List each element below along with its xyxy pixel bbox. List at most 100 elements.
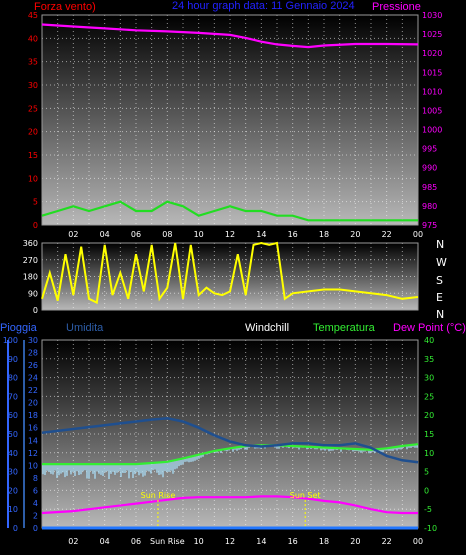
x-tick-label: 00 (413, 537, 423, 546)
x-tick-label: 06 (131, 537, 141, 546)
temperature-tick-label: 5 (424, 468, 429, 477)
temperature-tick-label: 40 (424, 336, 434, 345)
wind-axis-label: Forza vento) (34, 1, 96, 13)
wind-tick-label: 20 (28, 128, 38, 137)
plot-border (41, 242, 419, 311)
direction-tick-label: 270 (23, 256, 38, 265)
compass-label: N (436, 238, 444, 251)
rain-tick-label: 50 (8, 430, 18, 439)
x-tick-label: 06 (131, 230, 141, 239)
humidity-tick-label: 2 (33, 511, 38, 520)
pressure-tick-label: 1010 (422, 87, 442, 96)
wind-tick-label: 5 (33, 198, 38, 207)
pressure-tick-label: 1005 (422, 106, 442, 115)
x-tick-label: 12 (225, 537, 235, 546)
pressure-tick-label: 1025 (422, 30, 442, 39)
chart-title: 24 hour graph data: 11 Gennaio 2024 (172, 0, 355, 12)
wind-tick-label: 10 (28, 174, 38, 183)
humidity-line (41, 417, 419, 464)
rain-tick-label: 40 (8, 449, 18, 458)
temperature-tick-label: 15 (424, 430, 434, 439)
humidity-tick-label: 14 (28, 436, 38, 445)
wind-tick-label: 45 (28, 11, 38, 20)
pressure-line (41, 23, 419, 49)
x-tick-label: 16 (288, 537, 298, 546)
direction-tick-label: 90 (28, 289, 38, 298)
humidity-tick-label: 10 (28, 461, 38, 470)
humidity-tick-label: 22 (28, 386, 38, 395)
humidity-tick-label: 30 (28, 336, 38, 345)
x-tick-label: 12 (225, 230, 235, 239)
rain-tick-label: 30 (8, 468, 18, 477)
x-tick-label: 04 (100, 537, 110, 546)
rain-tick-label: 60 (8, 411, 18, 420)
x-tick-label: 16 (288, 230, 298, 239)
temperature-tick-label: 35 (424, 355, 434, 364)
sunrise-label: Sun Rise (141, 491, 176, 500)
temperature-tick-label: 0 (424, 486, 429, 495)
humidity-tick-label: 8 (33, 474, 38, 483)
humidity-tick-label: 0 (33, 524, 38, 533)
x-tick-label: 22 (382, 537, 392, 546)
x-tick-label: 14 (256, 230, 266, 239)
pressure-tick-label: 975 (422, 221, 437, 230)
humidity-tick-label: 24 (28, 374, 38, 383)
humidity-axis-label: Umidita (66, 322, 104, 334)
rain-tick-label: 20 (8, 486, 18, 495)
wind-tick-label: 35 (28, 58, 38, 67)
humidity-tick-label: 28 (28, 349, 38, 358)
pressure-tick-label: 980 (422, 202, 437, 211)
temperature-tick-label: 25 (424, 392, 434, 401)
rain-tick-label: 100 (3, 336, 18, 345)
x-tick-label: 00 (413, 230, 423, 239)
rain-tick-label: 0 (13, 524, 18, 533)
temperature-tick-label: 10 (424, 449, 434, 458)
humidity-tick-label: 16 (28, 424, 38, 433)
wind-tick-label: 15 (28, 151, 38, 160)
pressure-tick-label: 1015 (422, 68, 442, 77)
x-tick-label: 14 (256, 537, 266, 546)
plot-border (41, 14, 419, 226)
humidity-tick-label: 20 (28, 399, 38, 408)
rain-axis-label: Pioggia (0, 322, 38, 334)
pressure-tick-label: 1030 (422, 11, 442, 20)
x-tick-label: 10 (194, 230, 204, 239)
rain-tick-label: 70 (8, 392, 18, 401)
x-tick-label: 20 (350, 537, 360, 546)
compass-label: E (436, 291, 443, 304)
compass-label: N (436, 308, 444, 321)
direction-tick-label: 0 (33, 306, 38, 315)
windchill-label: Windchill (245, 322, 289, 334)
sunset-label: Sun Set (290, 491, 321, 500)
rain-tick-label: 80 (8, 374, 18, 383)
pressure-tick-label: 1020 (422, 49, 442, 58)
wind-tick-label: 25 (28, 104, 38, 113)
pressure-tick-label: 995 (422, 145, 437, 154)
humidity-tick-label: 26 (28, 361, 38, 370)
pressure-tick-label: 1000 (422, 126, 442, 135)
rain-tick-label: 90 (8, 355, 18, 364)
pressure-tick-label: 990 (422, 164, 437, 173)
direction-tick-label: 180 (23, 273, 38, 282)
wind-average-line (41, 200, 418, 222)
humidity-tick-label: 6 (33, 486, 38, 495)
x-tick-label: 02 (68, 537, 78, 546)
x-tick-label: 18 (319, 537, 329, 546)
x-tick-label: 22 (382, 230, 392, 239)
wind-direction-line (41, 241, 419, 305)
compass-label: S (436, 274, 443, 287)
wind-tick-label: 40 (28, 34, 38, 43)
x-tick-label: 20 (350, 230, 360, 239)
dewpoint-axis-label: Dew Point (°C) (393, 322, 466, 334)
temperature-tick-label: -10 (424, 524, 437, 533)
humidity-tick-label: 4 (33, 499, 38, 508)
temperature-label: Temperatura (313, 322, 376, 334)
x-tick-label: Sun Rise (150, 537, 185, 546)
temperature-tick-label: 20 (424, 411, 434, 420)
temperature-tick-label: 30 (424, 374, 434, 383)
pressure-axis-label: Pressione (372, 1, 421, 13)
pressure-tick-label: 985 (422, 183, 437, 192)
wind-tick-label: 0 (33, 221, 38, 230)
wind-tick-label: 30 (28, 81, 38, 90)
